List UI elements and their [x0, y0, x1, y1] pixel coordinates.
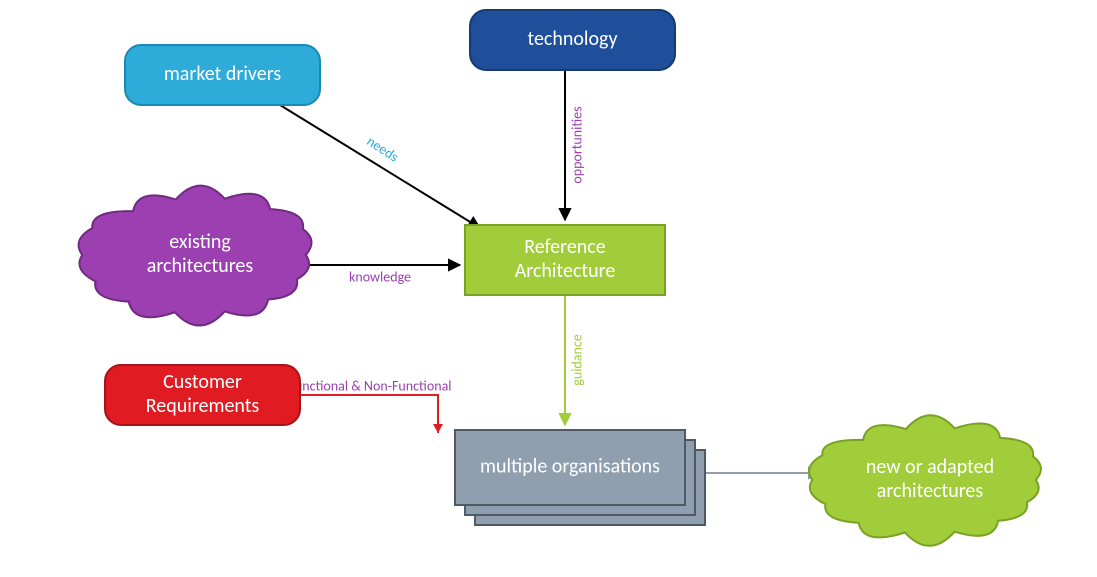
svg-text:technology: technology	[527, 27, 617, 51]
svg-text:new or adapted: new or adapted	[866, 455, 994, 479]
edge-label-knowledge: knowledge	[349, 268, 411, 285]
edge-label-opportunities: opportunities	[568, 106, 585, 183]
svg-text:market drivers: market drivers	[164, 62, 282, 86]
svg-text:Reference: Reference	[524, 235, 605, 259]
svg-text:architectures: architectures	[147, 254, 254, 278]
svg-text:architectures: architectures	[877, 479, 984, 503]
svg-text:Architecture: Architecture	[515, 259, 616, 283]
edge-label-functional: Functional & Non-Functional	[289, 377, 452, 394]
edge-label-guidance: guidance	[568, 334, 585, 385]
edge-functional-arrowhead	[433, 424, 443, 433]
svg-text:Customer: Customer	[163, 370, 242, 394]
svg-text:multiple organisations: multiple organisations	[480, 454, 660, 478]
svg-text:existing: existing	[169, 230, 231, 254]
edge-functional	[300, 395, 438, 433]
edge-needs	[280, 105, 480, 228]
svg-text:Requirements: Requirements	[146, 394, 260, 418]
